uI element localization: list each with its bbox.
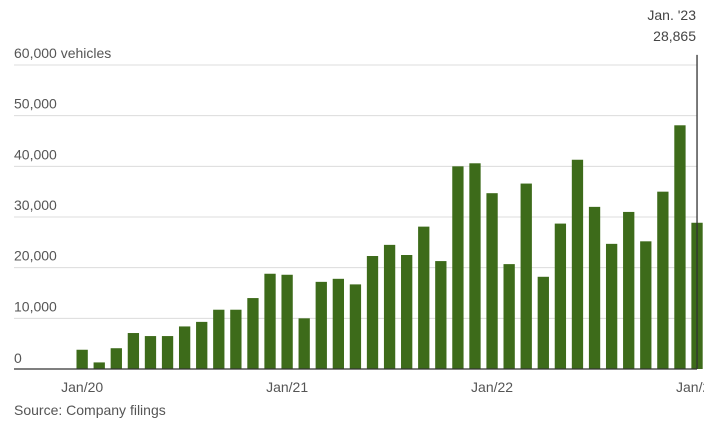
bar-2021-02 <box>298 318 310 369</box>
bar-2022-10 <box>640 241 652 369</box>
bar-2021-05 <box>349 284 362 369</box>
y-tick-label: 20,000 <box>14 248 57 264</box>
bar-2021-12 <box>469 163 481 369</box>
bar-2020-05 <box>144 336 157 369</box>
y-tick-label: 60,000 vehicles <box>14 45 111 61</box>
y-tick-label: 40,000 <box>14 146 57 162</box>
bar-2020-01 <box>76 349 88 369</box>
bar-2022-08 <box>605 243 618 369</box>
bar-2021-10 <box>435 261 447 369</box>
bar-2021-06 <box>366 256 379 369</box>
y-tick-label: 30,000 <box>14 197 57 213</box>
source-note: Source: Company filings <box>14 402 166 418</box>
bar-2020-12 <box>264 273 276 369</box>
bar-2021-09 <box>418 226 430 369</box>
bar-2022-04 <box>537 276 549 369</box>
bar-2022-06 <box>571 159 584 369</box>
x-tick-label: Jan/21 <box>266 379 308 395</box>
grid-lines <box>14 64 697 319</box>
y-tick-label: 0 <box>14 350 22 366</box>
y-axis-labels: 0 10,000 20,000 30,000 40,000 50,000 60,000 ve… <box>14 45 111 366</box>
annotation: Jan. '23 28,865 <box>647 7 698 369</box>
x-tick-label: Jan/20 <box>61 379 103 395</box>
bar-2021-03 <box>315 281 327 369</box>
bar-2022-03 <box>520 183 532 369</box>
bars <box>76 125 703 369</box>
y-tick-label: 10,000 <box>14 298 57 314</box>
bar-2022-01 <box>486 193 498 369</box>
bar-2020-03 <box>110 348 122 369</box>
bar-2020-10 <box>230 309 242 369</box>
bar-2022-05 <box>554 223 567 369</box>
bar-2020-02 <box>93 362 105 369</box>
x-tick-label: Jan/22 <box>471 379 513 395</box>
bar-2020-08 <box>196 321 208 369</box>
bar-2021-07 <box>383 244 396 369</box>
x-axis-labels: Jan/20 Jan/21 Jan/22 Jan/23 <box>61 379 704 395</box>
bar-2022-12 <box>674 125 686 369</box>
bar-2021-04 <box>332 278 344 369</box>
bar-2020-09 <box>213 309 225 369</box>
bar-2021-01 <box>281 274 293 369</box>
y-tick-label: 50,000 <box>14 96 57 112</box>
bar-2021-08 <box>401 255 413 369</box>
bar-2020-04 <box>127 333 140 369</box>
bar-2020-07 <box>178 326 191 369</box>
bar-2022-02 <box>503 264 515 369</box>
bar-2022-09 <box>623 211 635 369</box>
bar-2022-11 <box>657 191 669 369</box>
annotation-value: 28,865 <box>653 28 696 44</box>
annotation-label: Jan. '23 <box>647 7 696 23</box>
bar-2022-07 <box>588 206 601 369</box>
x-tick-label: Jan/23 <box>676 379 704 395</box>
bar-2020-06 <box>161 336 174 369</box>
bar-2021-11 <box>452 166 464 369</box>
bar-2020-11 <box>247 298 259 369</box>
